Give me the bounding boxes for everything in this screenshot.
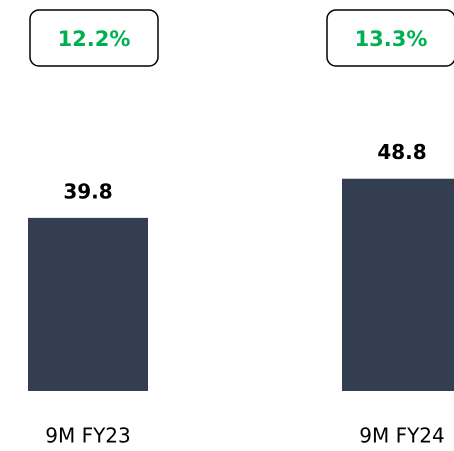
bar <box>342 178 454 391</box>
annotation: 13.3% <box>355 27 428 51</box>
annotation: 12.2% <box>58 27 131 51</box>
data-label: 48.8 <box>377 140 426 164</box>
data-label: 39.8 <box>63 179 112 203</box>
annotation-box <box>29 9 159 67</box>
bar <box>28 217 148 391</box>
x-tick-label: 9M FY24 <box>359 424 445 448</box>
annotation-box <box>326 9 454 67</box>
x-tick-label: 9M FY23 <box>45 424 131 448</box>
